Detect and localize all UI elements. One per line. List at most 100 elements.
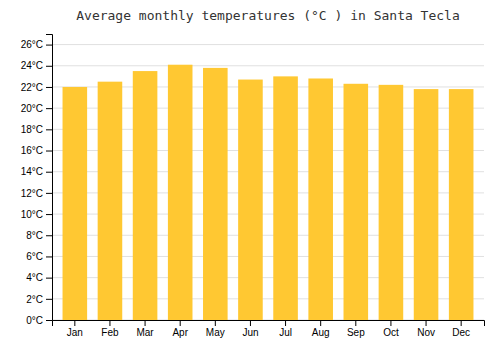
- x-tick: Sep: [347, 320, 365, 338]
- y-axis: 0°C 2°C 4°C 6°C 8°C 10°C 12°C 14°C 16°C 18°C 20°C 2…: [21, 35, 53, 326]
- x-tick-mark: [355, 320, 356, 326]
- x-tick-label: Oct: [383, 327, 399, 338]
- chart-container: 0°C 2°C 4°C 6°C 8°C 10°C 12°C 14°C 16°C 18°C 20°C 2…: [0, 0, 500, 350]
- y-tick-mark: [46, 66, 52, 67]
- x-tick-label: Jun: [242, 327, 258, 338]
- x-tick-mark: [109, 320, 110, 326]
- x-tick-mark: [461, 320, 462, 326]
- plot-area: 0°C 2°C 4°C 6°C 8°C 10°C 12°C 14°C 16°C 18°C 20°C 2…: [21, 35, 485, 339]
- y-tick-label: 8°C: [26, 230, 43, 241]
- y-tick: 14°C: [21, 166, 52, 177]
- y-tick-mark: [46, 45, 52, 46]
- bar: [273, 76, 298, 320]
- y-tick: 18°C: [21, 124, 52, 135]
- y-tick: 22°C: [21, 82, 52, 93]
- bars: [63, 65, 474, 320]
- x-tick-label: Sep: [347, 327, 365, 338]
- x-tick: Feb: [101, 320, 119, 338]
- y-tick: 6°C: [26, 251, 52, 262]
- y-tick: 24°C: [21, 60, 52, 71]
- y-tick-label: 10°C: [21, 209, 43, 220]
- x-tick: Apr: [172, 320, 188, 338]
- y-tick: 0°C: [26, 315, 52, 326]
- y-tick-mark: [46, 87, 52, 88]
- x-tick-mark: [250, 320, 251, 326]
- y-tick-label: 26°C: [21, 39, 43, 50]
- x-tick-label: Aug: [312, 327, 330, 338]
- x-tick: Jun: [242, 320, 258, 338]
- y-tick-label: 4°C: [26, 272, 43, 283]
- x-tick-mark: [74, 320, 75, 326]
- x-tick: Jul: [279, 320, 292, 338]
- x-tick-label: Mar: [136, 327, 154, 338]
- bar: [308, 78, 333, 320]
- y-tick-label: 12°C: [21, 188, 43, 199]
- y-tick: 4°C: [26, 272, 52, 283]
- x-tick: Jan: [67, 320, 83, 338]
- y-tick-label: 24°C: [21, 60, 43, 71]
- grid-line: [52, 44, 484, 45]
- y-tick: 16°C: [21, 145, 52, 156]
- x-tick-mark: [180, 320, 181, 326]
- y-tick: 20°C: [21, 103, 52, 114]
- x-tick: Dec: [452, 320, 470, 338]
- x-axis-line: [53, 321, 485, 327]
- y-tick-label: 6°C: [26, 251, 43, 262]
- chart-svg: 0°C 2°C 4°C 6°C 8°C 10°C 12°C 14°C 16°C 18°C 20°C 2…: [0, 0, 500, 350]
- grid: [52, 45, 484, 320]
- x-tick-mark: [426, 320, 427, 326]
- y-tick-mark: [46, 214, 52, 215]
- x-tick-label: Jan: [67, 327, 83, 338]
- y-tick-mark: [46, 235, 52, 236]
- bar: [63, 87, 88, 320]
- y-tick-label: 14°C: [21, 166, 43, 177]
- y-tick: 8°C: [26, 230, 52, 241]
- x-tick-mark: [145, 320, 146, 326]
- y-tick-label: 18°C: [21, 124, 43, 135]
- x-axis: Jan Feb Mar Apr May Jun Jul Aug Sep Oct Nov Dec: [53, 320, 485, 338]
- y-tick-mark: [46, 299, 52, 300]
- x-tick-label: Jul: [279, 327, 292, 338]
- y-tick-mark: [46, 256, 52, 257]
- x-tick: Aug: [312, 320, 330, 338]
- x-tick-label: Feb: [101, 327, 119, 338]
- bar: [238, 80, 263, 320]
- y-tick: 2°C: [26, 294, 52, 305]
- y-tick-mark: [46, 172, 52, 173]
- x-tick-mark: [285, 320, 286, 326]
- bar: [344, 84, 369, 320]
- y-tick-label: 2°C: [26, 294, 43, 305]
- y-tick-mark: [46, 193, 52, 194]
- x-tick: May: [206, 320, 225, 338]
- bar: [133, 71, 158, 320]
- bar: [203, 68, 228, 320]
- x-tick: Mar: [136, 320, 154, 338]
- y-tick: 12°C: [21, 188, 52, 199]
- grid-line: [52, 65, 484, 66]
- y-tick-mark: [46, 129, 52, 130]
- x-tick: Oct: [383, 320, 399, 338]
- y-tick-mark: [46, 320, 52, 321]
- chart-title: Average monthly temperatures (°C ) in Sa…: [76, 8, 460, 23]
- x-tick: Nov: [417, 320, 435, 338]
- y-tick: 10°C: [21, 209, 52, 220]
- x-tick-mark: [390, 320, 391, 326]
- x-tick-label: Nov: [417, 327, 435, 338]
- bar: [98, 82, 123, 320]
- y-tick-label: 22°C: [21, 82, 43, 93]
- y-tick-label: 16°C: [21, 145, 43, 156]
- bar: [414, 89, 439, 320]
- y-axis-line: [46, 35, 53, 321]
- y-tick: 26°C: [21, 39, 52, 50]
- y-tick-label: 20°C: [21, 103, 43, 114]
- x-tick-label: May: [206, 327, 225, 338]
- y-tick-mark: [46, 151, 52, 152]
- y-tick-mark: [46, 278, 52, 279]
- x-tick-label: Dec: [452, 327, 470, 338]
- x-tick-mark: [215, 320, 216, 326]
- x-tick-label: Apr: [172, 327, 188, 338]
- bar: [379, 85, 404, 320]
- x-tick-mark: [320, 320, 321, 326]
- y-tick-label: 0°C: [26, 315, 43, 326]
- bar: [168, 65, 193, 320]
